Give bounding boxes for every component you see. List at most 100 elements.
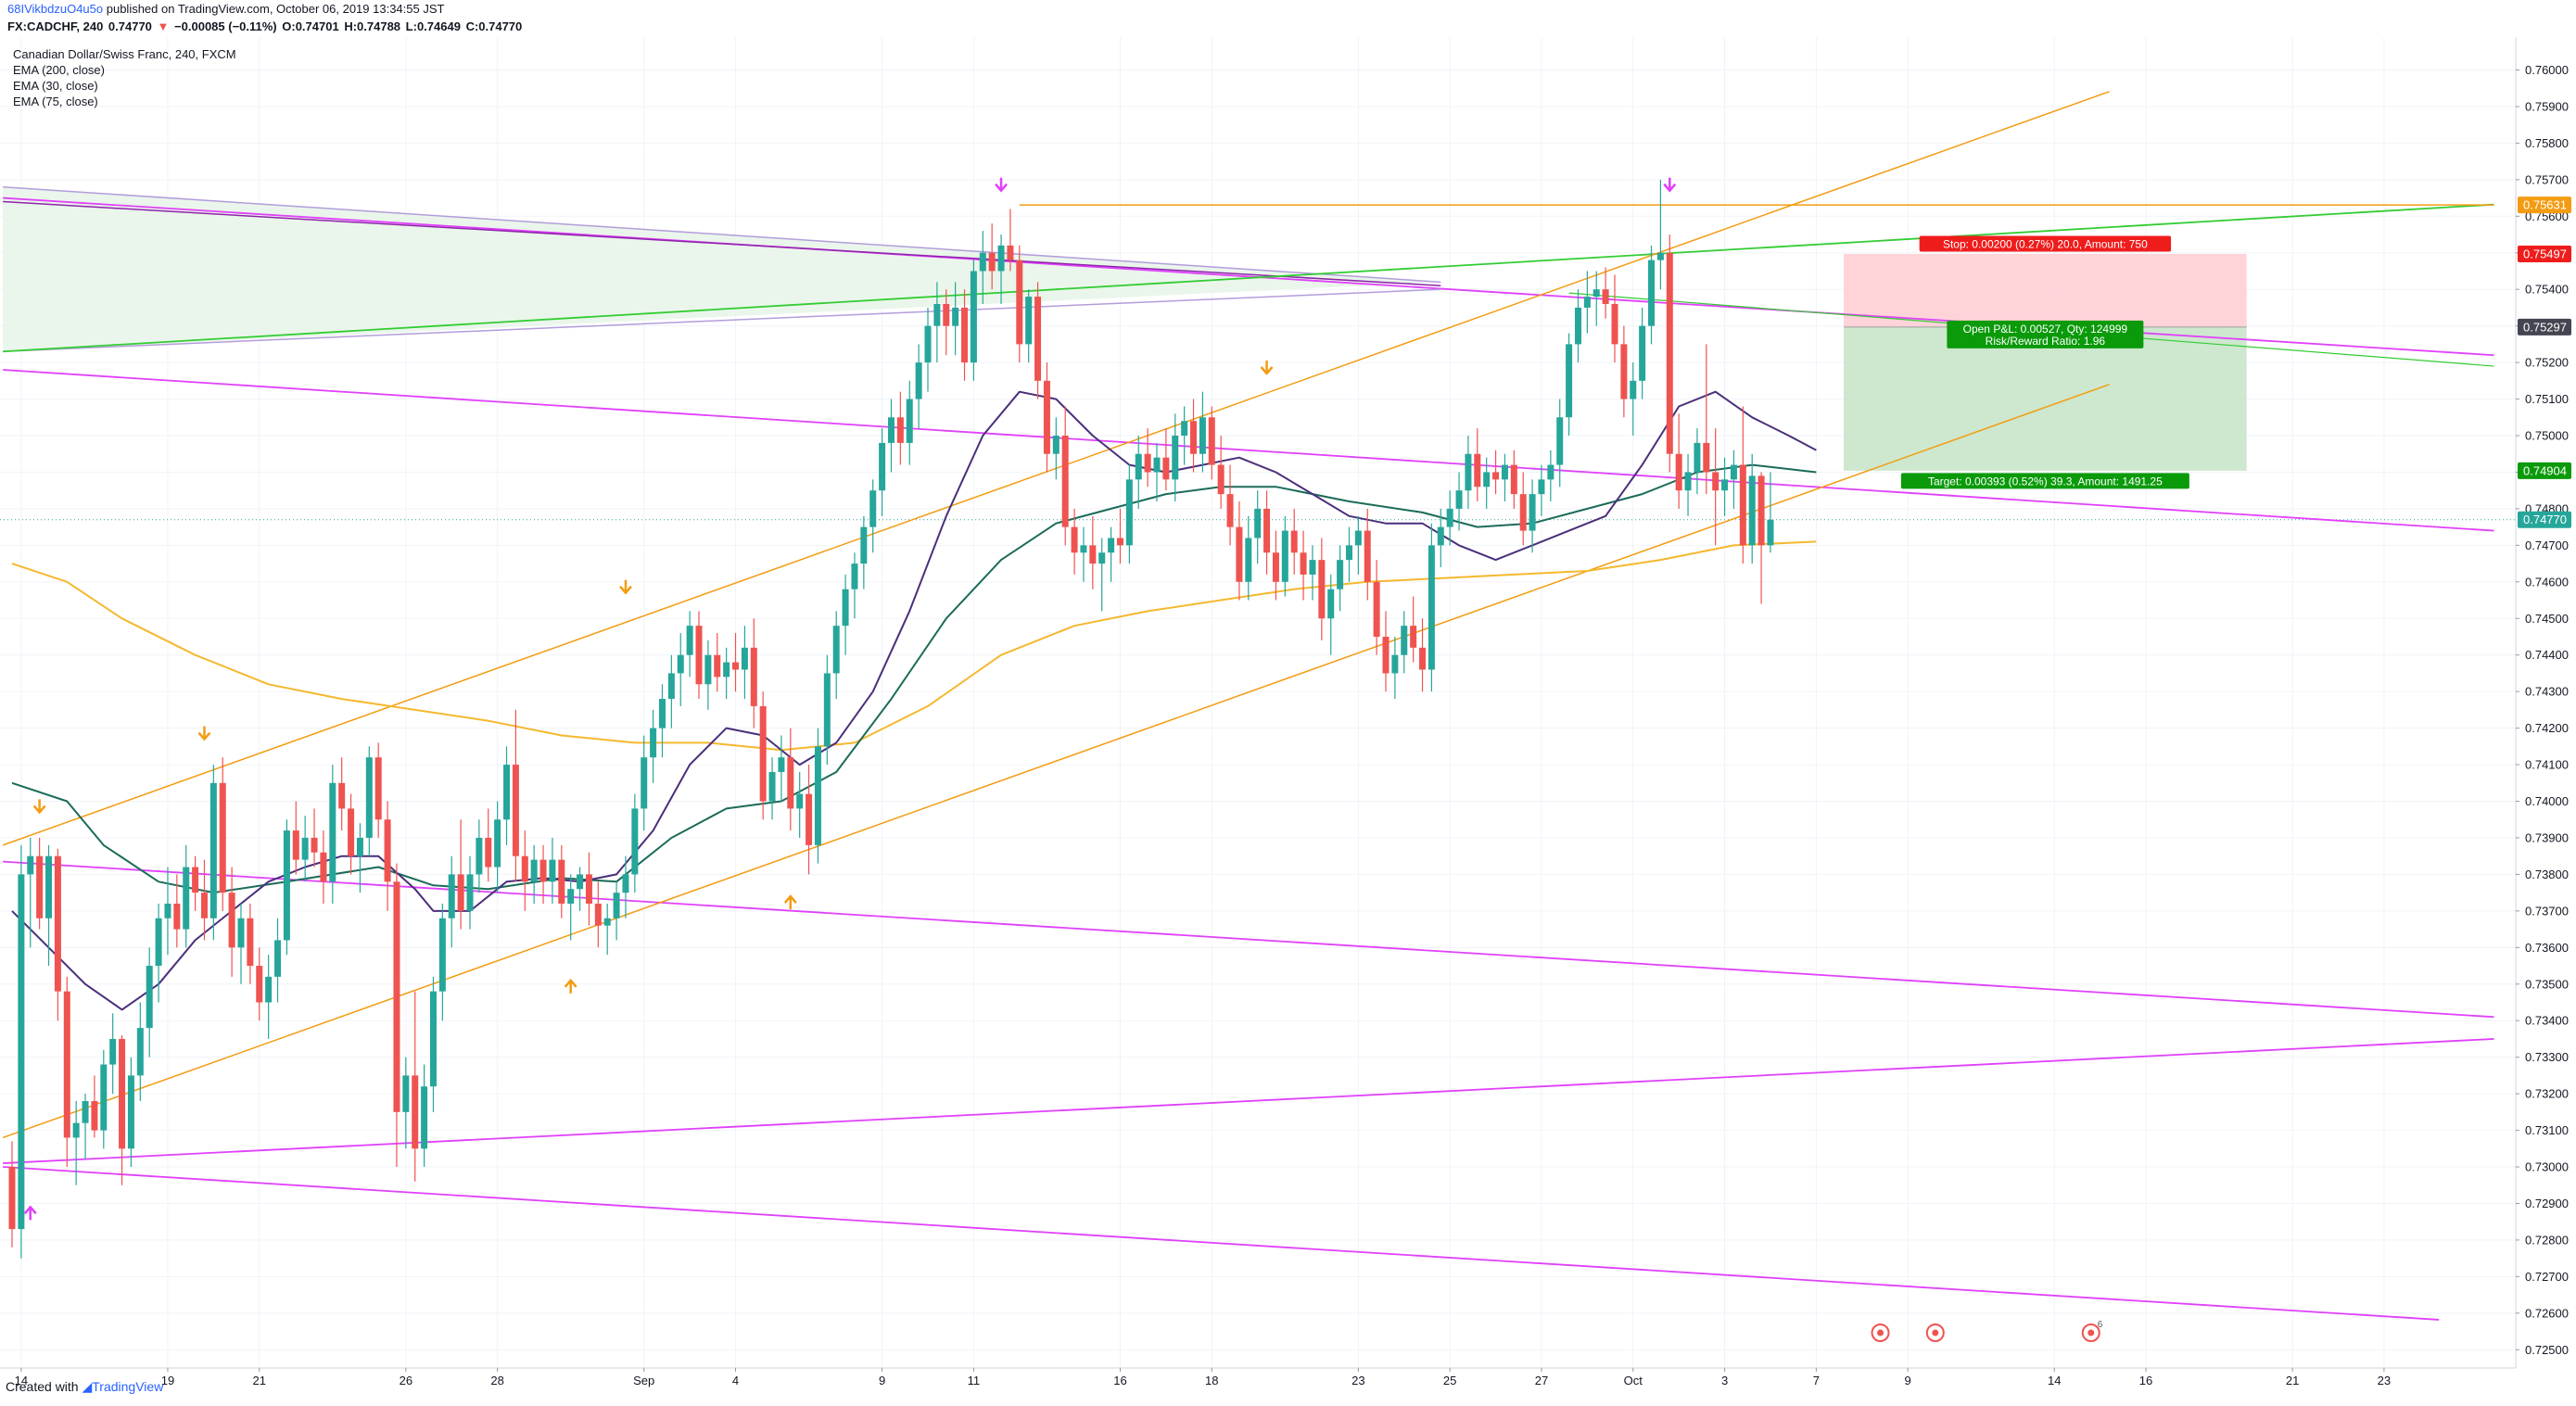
- legend-ema75[interactable]: EMA (75, close): [13, 95, 98, 108]
- event-icon: [1925, 1324, 1945, 1342]
- candle-body: [1758, 475, 1765, 546]
- candle-body: [567, 889, 575, 904]
- candle-body: [421, 1086, 428, 1149]
- time-tick-label: 9: [879, 1374, 885, 1387]
- price-label-bg: [2518, 196, 2571, 214]
- candle-body: [1337, 560, 1344, 589]
- candle-body: [842, 589, 849, 627]
- candle-body: [1272, 552, 1279, 582]
- candle-body: [677, 654, 684, 674]
- time-tick-label: 21: [253, 1374, 266, 1387]
- candle-body: [851, 564, 858, 589]
- trendline: [3, 200, 1441, 287]
- candle-body: [1446, 508, 1453, 527]
- arrow-down-icon: [619, 579, 632, 595]
- candle-body: [311, 837, 318, 853]
- down-triangle-icon: ▼: [157, 19, 170, 33]
- footer-brand[interactable]: TradingView: [92, 1379, 164, 1394]
- price-tick-label: 0.75400: [2525, 283, 2569, 297]
- candle-body: [750, 647, 757, 706]
- legend-ema30[interactable]: EMA (30, close): [13, 79, 98, 93]
- close-value: C:0.74770: [465, 19, 523, 33]
- price-label: 0.75631: [2523, 198, 2567, 212]
- stop-label: Stop: 0.00200 (0.27%) 20.0, Amount: 750: [1919, 235, 2172, 252]
- candle-body: [183, 867, 190, 930]
- candle-body: [723, 662, 730, 678]
- trendline: [3, 185, 1441, 284]
- price-label: 0.74770: [2523, 513, 2567, 526]
- candle-body: [476, 837, 483, 875]
- price-tick-label: 0.74500: [2525, 612, 2569, 626]
- candle-body: [1620, 344, 1628, 399]
- price-tick-label: 0.74000: [2525, 794, 2569, 808]
- price-label-bg: [2518, 245, 2571, 262]
- candle-body: [1648, 260, 1656, 326]
- footer-created: Created with: [6, 1379, 79, 1394]
- time-tick-label: 14: [2048, 1374, 2061, 1387]
- candle-body: [256, 966, 263, 1003]
- price-tick-label: 0.73800: [2525, 868, 2569, 881]
- arrow-head: [197, 731, 211, 741]
- low-value: L:0.74649: [405, 19, 461, 33]
- candle-body: [814, 746, 821, 845]
- candle-body: [1364, 530, 1371, 582]
- candle-body: [1455, 490, 1463, 509]
- candle-body: [192, 867, 199, 893]
- price-tick-label: 0.74200: [2525, 721, 2569, 735]
- candle-body: [1190, 421, 1198, 454]
- candle-body: [1144, 453, 1151, 473]
- price-tick-label: 0.72700: [2525, 1270, 2569, 1284]
- candle-body: [82, 1101, 89, 1123]
- candle-body: [1199, 417, 1206, 454]
- candle-body: [704, 654, 712, 685]
- trendline: [2, 384, 2110, 1139]
- header-bar: 68IVikbdzuO4u5o published on TradingView…: [0, 0, 2576, 37]
- price-tick-label: 0.73100: [2525, 1123, 2569, 1137]
- event-icon: 6: [2081, 1320, 2103, 1342]
- candle-body: [530, 859, 538, 882]
- candle-body: [329, 782, 336, 882]
- event-icon: [1871, 1324, 1890, 1342]
- candle-body: [173, 903, 181, 930]
- candle-body: [732, 662, 740, 670]
- price-tick-label: 0.74700: [2525, 538, 2569, 552]
- legend-ema200[interactable]: EMA (200, close): [13, 63, 105, 77]
- candle-body: [1254, 508, 1262, 538]
- price-tick-label: 0.74600: [2525, 575, 2569, 589]
- time-tick-label: 19: [161, 1374, 174, 1387]
- candle-body: [613, 893, 620, 918]
- candle-body: [45, 855, 53, 918]
- candle-body: [1108, 538, 1115, 553]
- candle-body: [320, 852, 327, 882]
- candle-body: [36, 855, 44, 918]
- symbol-label: FX:CADCHF, 240: [7, 19, 104, 33]
- candle-body: [1730, 464, 1737, 480]
- candle-body: [1052, 436, 1060, 454]
- trendline: [3, 203, 2494, 353]
- arrow-up-icon: [783, 894, 797, 910]
- candle-body: [1666, 252, 1673, 454]
- candle-body: [924, 325, 932, 363]
- candle-body: [539, 859, 547, 882]
- candle-body: [778, 757, 785, 772]
- price-tick-label: 0.74400: [2525, 648, 2569, 662]
- candle-body: [512, 765, 519, 856]
- candle-body: [915, 362, 922, 399]
- candle-body: [577, 874, 584, 890]
- candle-body: [1245, 538, 1252, 582]
- candle-body: [879, 442, 886, 491]
- candle-body: [869, 490, 877, 527]
- candle-body: [1401, 626, 1408, 655]
- target-zone: [1844, 326, 2247, 471]
- candle-body: [485, 837, 492, 868]
- candle-body: [1007, 245, 1014, 260]
- candle-body: [695, 626, 703, 685]
- price-tick-label: 0.73400: [2525, 1014, 2569, 1028]
- candle-body: [1739, 464, 1746, 546]
- candle-body: [1510, 464, 1517, 495]
- candle-body: [585, 874, 592, 904]
- price-tick-label: 0.75000: [2525, 429, 2569, 443]
- candle-body: [787, 757, 794, 809]
- username-link[interactable]: 68IVikbdzuO4u5o: [7, 2, 104, 16]
